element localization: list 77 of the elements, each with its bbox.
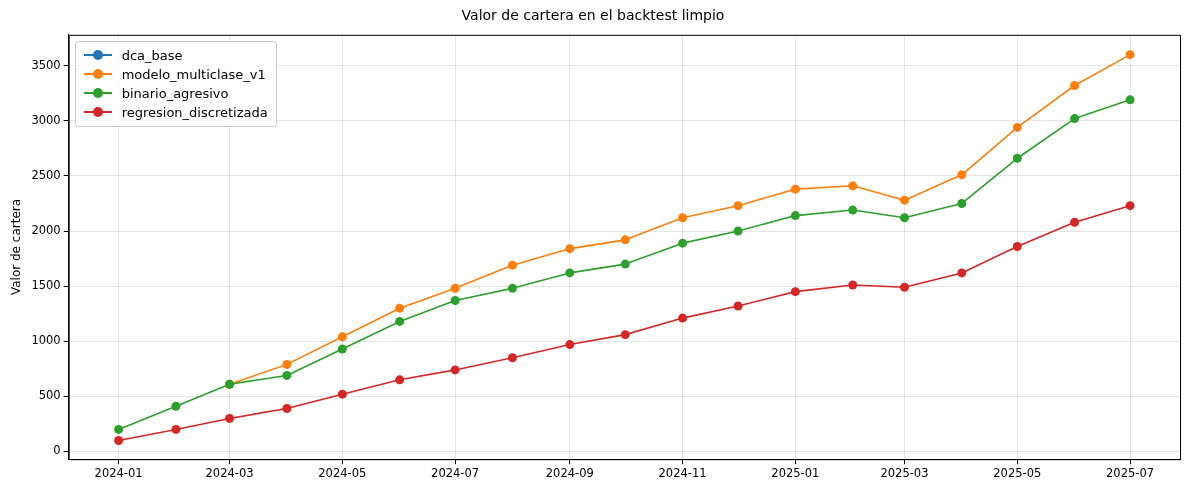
y-tick-label: 1000 — [31, 333, 61, 348]
legend-label: binario_agresivo — [121, 85, 229, 101]
point — [507, 283, 517, 293]
x-tick-label: 2024-01 — [94, 466, 143, 481]
point — [790, 211, 800, 221]
point — [620, 259, 630, 269]
point — [450, 365, 460, 375]
y-axis-title: Valor de cartera — [9, 198, 24, 296]
point — [395, 303, 405, 313]
point — [899, 213, 909, 223]
x-tick-label: 2024-07 — [431, 466, 480, 481]
point — [957, 198, 967, 208]
x-tick-label: 2025-03 — [880, 466, 929, 481]
point — [395, 375, 405, 385]
point — [790, 184, 800, 194]
point — [620, 330, 630, 340]
point — [337, 389, 347, 399]
point — [565, 340, 575, 350]
point — [337, 344, 347, 354]
x-tick-label: 2025-05 — [993, 466, 1042, 481]
point — [1070, 114, 1080, 124]
point — [1070, 81, 1080, 91]
point — [848, 181, 858, 191]
point — [1125, 95, 1135, 105]
point — [114, 424, 124, 434]
point — [171, 424, 181, 434]
point — [1070, 217, 1080, 227]
point — [1125, 201, 1135, 211]
y-tick-label: 2500 — [31, 167, 61, 182]
legend-label: regresion_discretizada — [121, 104, 268, 120]
point — [1012, 153, 1022, 163]
legend-label: modelo_multiclase_v1 — [121, 66, 266, 82]
point — [565, 268, 575, 278]
point — [450, 295, 460, 305]
point — [565, 244, 575, 254]
point — [282, 370, 292, 380]
point — [171, 401, 181, 411]
x-tick-label: 2024-11 — [658, 466, 707, 481]
point — [678, 313, 688, 323]
point — [733, 226, 743, 236]
legend-label: dca_base — [121, 47, 183, 63]
x-tick-label: 2025-07 — [1106, 466, 1155, 481]
point — [1012, 122, 1022, 132]
y-tick-label: 3500 — [31, 57, 61, 72]
x-tick-label: 2025-01 — [771, 466, 820, 481]
x-tick-label: 2024-03 — [205, 466, 254, 481]
point — [957, 170, 967, 180]
point — [450, 283, 460, 293]
x-tick-label: 2024-05 — [318, 466, 367, 481]
point — [282, 359, 292, 369]
point — [733, 201, 743, 211]
point — [678, 213, 688, 223]
point — [620, 235, 630, 245]
point — [507, 353, 517, 363]
y-tick-label: 2000 — [31, 223, 61, 237]
point — [507, 260, 517, 270]
point — [225, 413, 235, 423]
point — [899, 282, 909, 292]
point — [678, 238, 688, 248]
point — [1125, 50, 1135, 60]
point — [899, 195, 909, 205]
point — [848, 205, 858, 215]
point — [114, 435, 124, 445]
point — [395, 316, 405, 326]
point — [733, 301, 743, 311]
point — [337, 332, 347, 342]
point — [790, 287, 800, 297]
y-tick-label: 1500 — [31, 278, 61, 293]
x-tick-label: 2024-09 — [545, 466, 594, 481]
chart-title: Valor de cartera en el backtest limpio — [461, 7, 725, 24]
point — [1012, 241, 1022, 251]
y-tick-label: 3000 — [31, 112, 61, 127]
point — [282, 403, 292, 413]
point — [957, 268, 967, 278]
y-tick-label: 500 — [38, 388, 61, 403]
y-tick-label: 0 — [53, 443, 61, 458]
point — [848, 280, 858, 290]
